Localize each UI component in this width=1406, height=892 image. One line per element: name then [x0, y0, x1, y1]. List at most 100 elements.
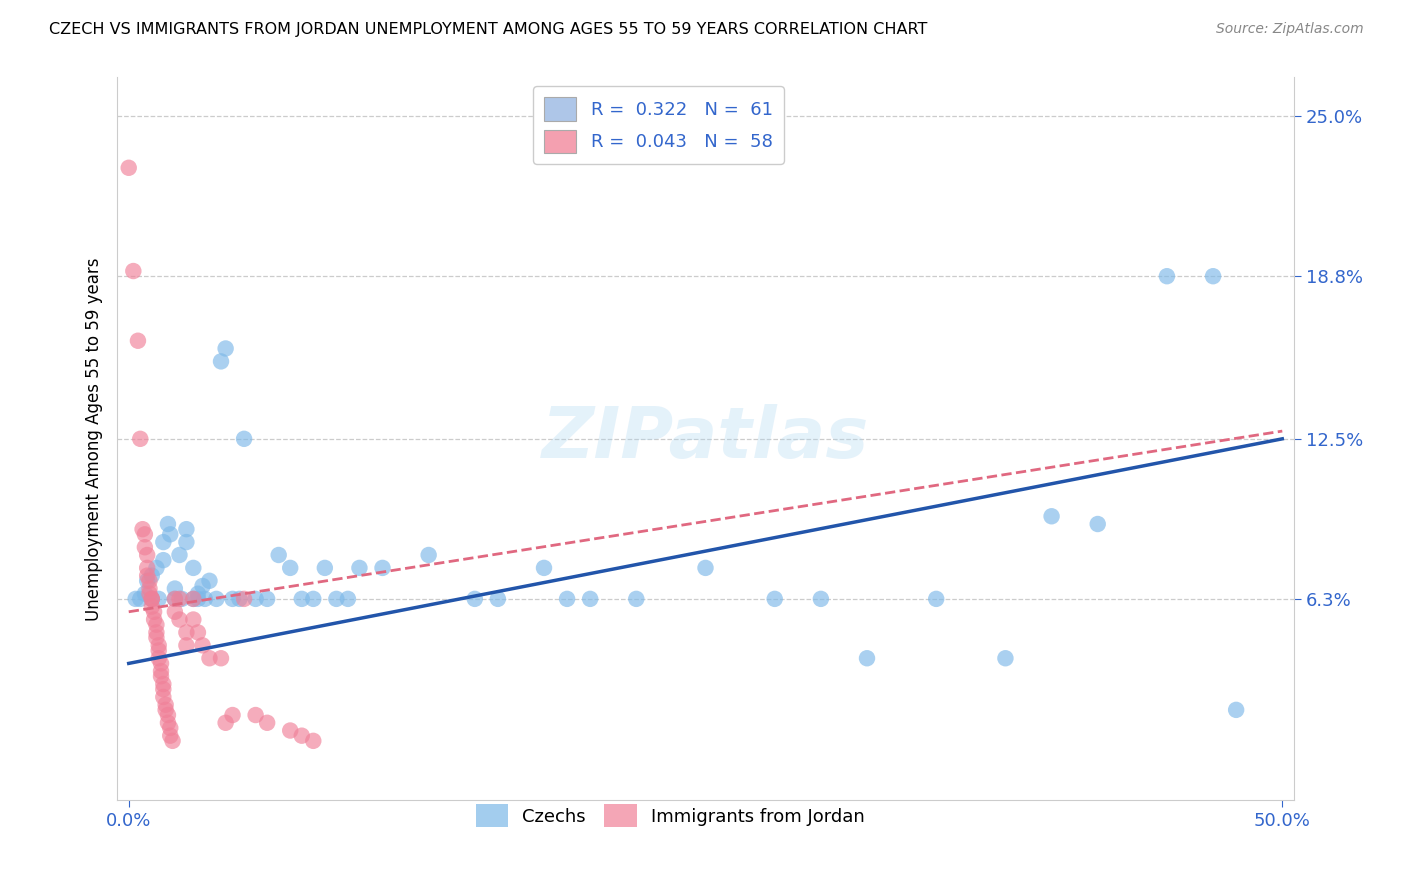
Point — [152, 535, 174, 549]
Point — [221, 708, 243, 723]
Point — [163, 582, 186, 596]
Point — [486, 591, 509, 606]
Point — [141, 568, 163, 582]
Point — [1156, 269, 1178, 284]
Point — [371, 561, 394, 575]
Point — [134, 541, 156, 555]
Point — [159, 527, 181, 541]
Point — [810, 591, 832, 606]
Point — [124, 591, 146, 606]
Point — [141, 591, 163, 606]
Point — [325, 591, 347, 606]
Point — [129, 432, 152, 446]
Point — [169, 591, 191, 606]
Point — [856, 651, 879, 665]
Point — [214, 715, 236, 730]
Point — [155, 698, 177, 712]
Point — [198, 574, 221, 588]
Point — [150, 669, 173, 683]
Point — [176, 625, 198, 640]
Point — [418, 548, 440, 562]
Point — [143, 605, 166, 619]
Point — [176, 535, 198, 549]
Point — [221, 591, 243, 606]
Point — [145, 561, 167, 575]
Point — [143, 613, 166, 627]
Point — [176, 522, 198, 536]
Point — [118, 161, 141, 175]
Point — [695, 561, 717, 575]
Point — [152, 690, 174, 704]
Point — [159, 721, 181, 735]
Point — [141, 591, 163, 606]
Point — [148, 643, 170, 657]
Point — [1087, 516, 1109, 531]
Point — [163, 591, 186, 606]
Point — [122, 264, 145, 278]
Point — [152, 677, 174, 691]
Point — [138, 587, 160, 601]
Point — [152, 553, 174, 567]
Point — [198, 651, 221, 665]
Point — [336, 591, 359, 606]
Point — [626, 591, 648, 606]
Point — [278, 723, 301, 738]
Point — [925, 591, 948, 606]
Point — [267, 548, 290, 562]
Point — [156, 708, 179, 723]
Point — [136, 568, 159, 582]
Point — [209, 354, 232, 368]
Point — [169, 613, 191, 627]
Point — [278, 561, 301, 575]
Point — [1202, 269, 1225, 284]
Point — [245, 591, 267, 606]
Point — [555, 591, 578, 606]
Point — [191, 579, 214, 593]
Point — [145, 625, 167, 640]
Point — [994, 651, 1017, 665]
Point — [181, 561, 204, 575]
Point — [162, 734, 184, 748]
Point — [148, 638, 170, 652]
Point — [163, 605, 186, 619]
Point — [127, 334, 149, 348]
Point — [194, 591, 217, 606]
Point — [1040, 509, 1063, 524]
Point — [150, 657, 173, 671]
Point — [464, 591, 486, 606]
Point — [245, 708, 267, 723]
Point — [145, 617, 167, 632]
Point — [150, 664, 173, 678]
Point — [155, 703, 177, 717]
Point — [533, 561, 555, 575]
Point — [214, 342, 236, 356]
Point — [233, 591, 256, 606]
Point — [136, 548, 159, 562]
Point — [302, 734, 325, 748]
Point — [1225, 703, 1247, 717]
Point — [156, 516, 179, 531]
Point — [152, 682, 174, 697]
Point — [187, 591, 209, 606]
Point — [191, 638, 214, 652]
Point — [141, 591, 163, 606]
Point — [763, 591, 786, 606]
Point — [170, 591, 193, 606]
Point — [205, 591, 228, 606]
Text: ZIPatlas: ZIPatlas — [541, 404, 869, 474]
Point — [145, 631, 167, 645]
Text: Source: ZipAtlas.com: Source: ZipAtlas.com — [1216, 22, 1364, 37]
Point — [187, 587, 209, 601]
Point — [169, 548, 191, 562]
Point — [159, 729, 181, 743]
Point — [209, 651, 232, 665]
Point — [314, 561, 336, 575]
Point — [136, 574, 159, 588]
Point — [141, 599, 163, 614]
Point — [256, 591, 278, 606]
Point — [136, 561, 159, 575]
Point — [256, 715, 278, 730]
Y-axis label: Unemployment Among Ages 55 to 59 years: Unemployment Among Ages 55 to 59 years — [86, 257, 103, 621]
Point — [181, 591, 204, 606]
Point — [134, 527, 156, 541]
